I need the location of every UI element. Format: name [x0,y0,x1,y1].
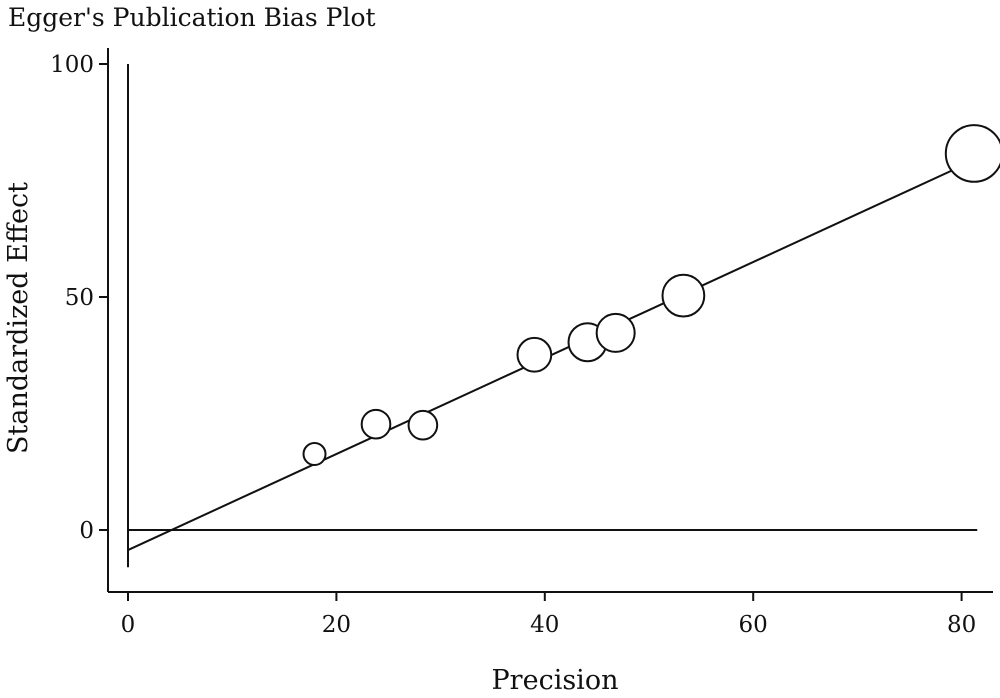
x-tick-label: 40 [530,612,559,638]
x-tick-label: 0 [121,612,136,638]
study-point [516,336,553,373]
y-tick-label: 100 [50,52,94,78]
x-tick-group: 0 20 40 60 80 [121,592,976,638]
x-axis-label: Precision [492,665,619,696]
y-tick-group: 0 50 100 [50,52,108,544]
study-point [360,408,392,440]
x-tick-label: 80 [947,612,976,638]
study-point [302,442,327,467]
points-group [302,124,1000,467]
study-point [661,273,706,318]
x-tick-label: 20 [322,612,351,638]
x-tick-label: 60 [739,612,768,638]
study-point [595,312,636,353]
y-axis-label: Standardized Effect [3,182,34,454]
y-tick-label: 0 [79,518,94,544]
study-point [944,124,1000,183]
y-tick-label: 50 [65,285,94,311]
study-point [407,409,439,441]
chart-title: Egger's Publication Bias Plot [8,3,376,32]
